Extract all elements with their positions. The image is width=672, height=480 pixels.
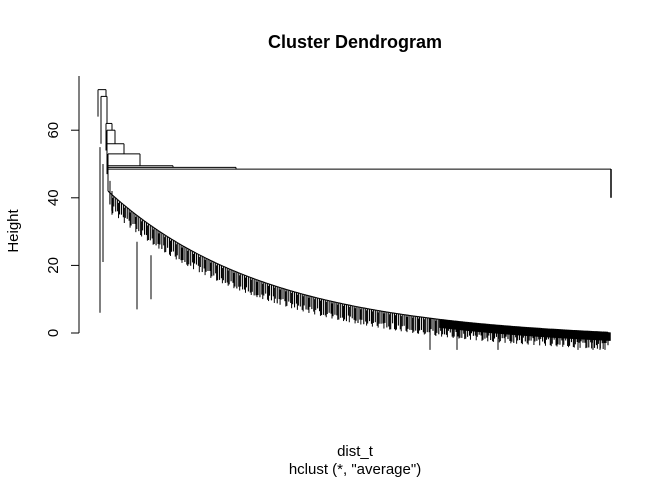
dendrogram-link xyxy=(248,277,250,278)
dendrogram-link xyxy=(277,287,279,288)
dendrogram-link xyxy=(295,292,297,293)
dendrogram-link xyxy=(229,269,231,270)
dendrogram-link xyxy=(260,281,262,282)
dendrogram-link xyxy=(302,294,304,295)
dendrogram-link xyxy=(233,270,235,271)
x-axis-label: dist_t xyxy=(337,443,374,460)
dendrogram-link xyxy=(252,278,254,279)
dendrogram-link xyxy=(254,279,256,280)
dendrogram-link xyxy=(296,292,298,293)
dendrogram-link xyxy=(221,265,223,266)
dendrogram-link xyxy=(304,295,306,296)
dendrogram-link xyxy=(291,291,293,292)
dendrogram-link xyxy=(279,287,281,288)
dendrogram-link xyxy=(223,266,225,267)
dendrogram-link xyxy=(308,296,310,297)
dendrogram-link xyxy=(225,267,227,268)
dendrogram-link xyxy=(293,291,295,292)
dendrogram-link xyxy=(239,273,241,274)
dendrogram-link xyxy=(264,282,266,283)
dendrogram-link xyxy=(273,285,275,286)
dendrogram-link xyxy=(262,282,264,283)
dendrogram-link xyxy=(246,276,248,277)
dendrogram-link xyxy=(237,272,239,273)
dendrogram-link xyxy=(235,271,237,272)
dendrogram-link xyxy=(275,286,277,287)
dendrogram-link xyxy=(300,293,302,294)
dendrogram-tree xyxy=(98,90,611,350)
dendrogram-link xyxy=(271,285,273,286)
dendrogram-link xyxy=(268,284,270,285)
y-tick-label: 0 xyxy=(45,329,62,337)
dendrogram-link xyxy=(245,275,247,276)
dendrogram-link xyxy=(241,274,243,275)
dendrogram-link xyxy=(231,270,233,271)
dendrogram-link xyxy=(270,284,272,285)
dendrogram-link xyxy=(227,268,229,269)
y-axis-label: Height xyxy=(5,208,22,252)
dendrogram-link xyxy=(289,290,291,291)
chart-subtitle: hclust (*, "average") xyxy=(289,461,421,478)
dendrogram-link xyxy=(287,290,289,291)
dendrogram-link xyxy=(258,280,260,281)
dendrogram-link xyxy=(281,288,283,289)
y-tick-label: 20 xyxy=(45,257,62,274)
chart-title: Cluster Dendrogram xyxy=(268,32,442,52)
y-axis: 0 20 40 60 xyxy=(45,76,79,337)
dendrogram-link xyxy=(298,293,300,294)
dendrogram-link xyxy=(250,277,252,278)
dendrogram-link xyxy=(283,288,285,289)
dendrogram-link xyxy=(266,283,268,284)
dendrogram-link xyxy=(285,289,287,290)
y-tick-label: 60 xyxy=(45,122,62,139)
dendrogram-link xyxy=(306,295,308,296)
dendrogram-link xyxy=(256,279,258,280)
dendrogram-link xyxy=(243,274,245,275)
y-tick-label: 40 xyxy=(45,189,62,206)
